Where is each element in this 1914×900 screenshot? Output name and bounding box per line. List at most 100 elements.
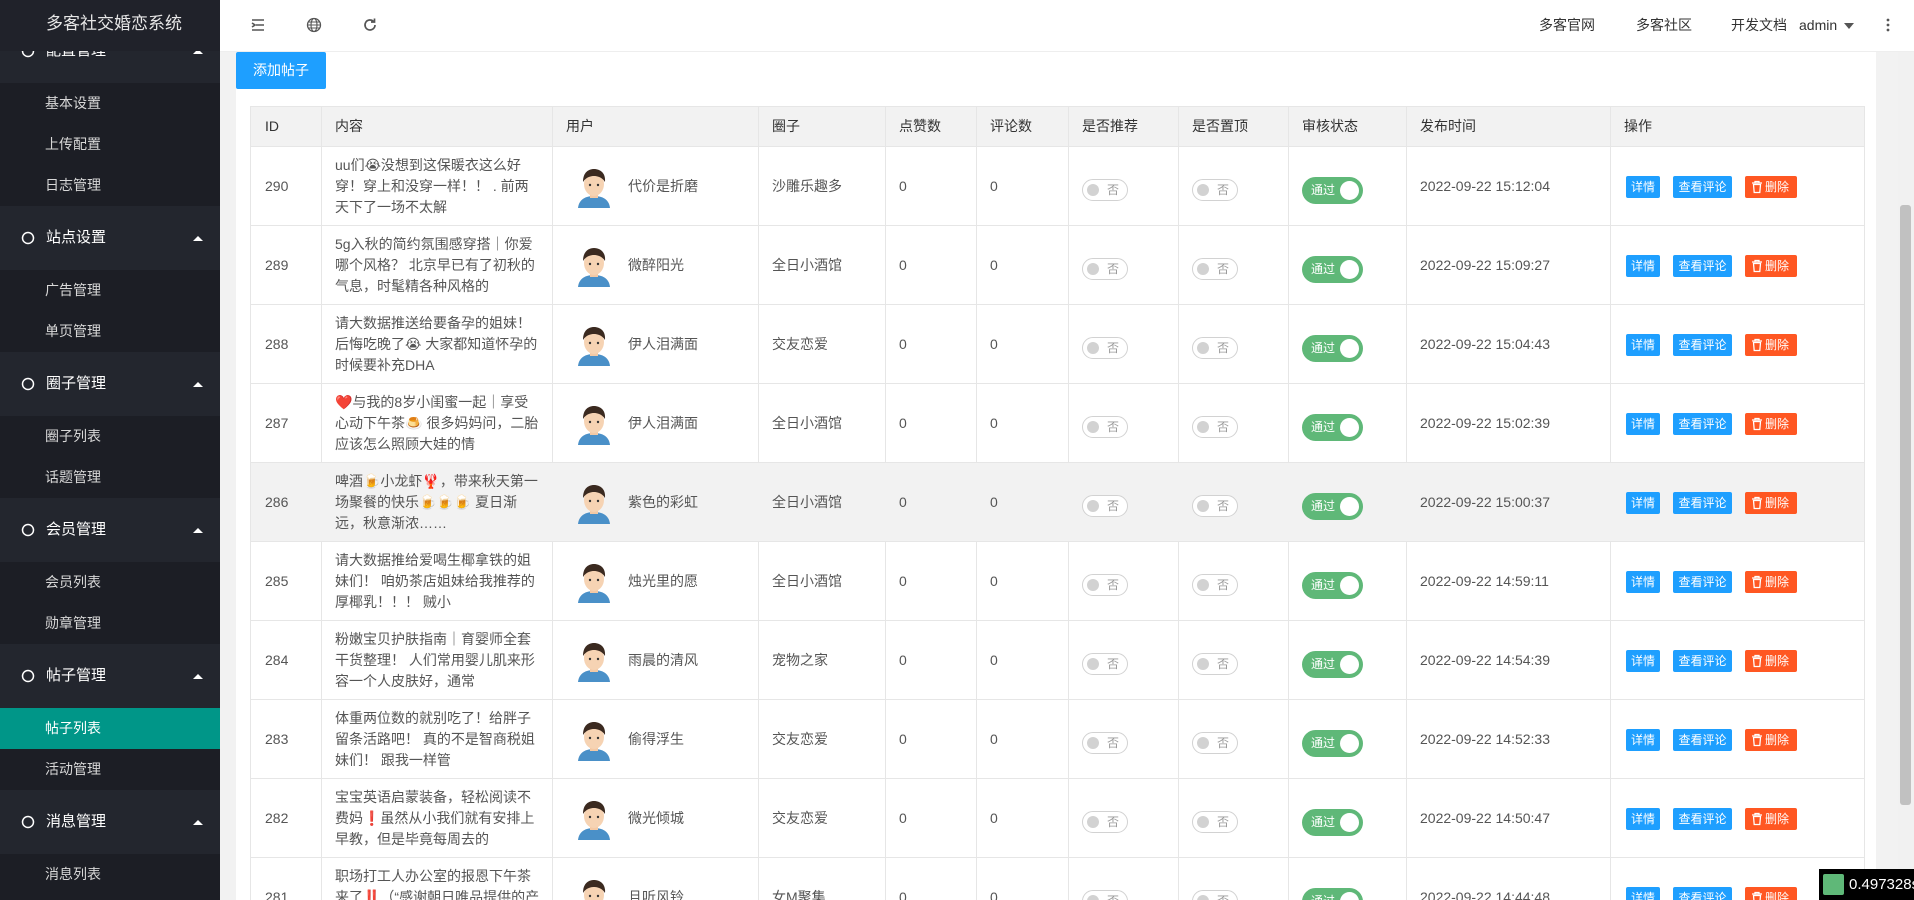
- recommend-switch[interactable]: 否: [1082, 652, 1128, 675]
- pin-switch[interactable]: 否: [1192, 573, 1238, 596]
- action-button[interactable]: 详情: [1626, 254, 1660, 277]
- top-link[interactable]: 开发文档: [1731, 17, 1787, 33]
- action-button[interactable]: 删除: [1745, 649, 1797, 672]
- status-switch[interactable]: 通过: [1302, 492, 1363, 520]
- pin-switch[interactable]: 否: [1192, 494, 1238, 517]
- action-button[interactable]: 查看评论: [1673, 254, 1732, 277]
- menu-item[interactable]: 日志管理: [45, 177, 101, 193]
- action-button[interactable]: 查看评论: [1673, 412, 1732, 435]
- action-button[interactable]: 详情: [1626, 570, 1660, 593]
- recommend-switch[interactable]: 否: [1082, 731, 1128, 754]
- status-switch[interactable]: 通过: [1302, 808, 1363, 836]
- refresh-icon[interactable]: [362, 17, 378, 33]
- top-link[interactable]: 多客社区: [1636, 17, 1692, 33]
- menu-item[interactable]: 基本设置: [45, 95, 101, 111]
- menu-group[interactable]: 会员管理: [0, 498, 220, 562]
- action-button[interactable]: 删除: [1745, 333, 1797, 356]
- pin-switch[interactable]: 否: [1192, 336, 1238, 359]
- action-button[interactable]: 详情: [1626, 412, 1660, 435]
- action-button[interactable]: 删除: [1745, 570, 1797, 593]
- post-content: 5g入秋的简约氛围感穿搭｜你爱哪个风格？ 北京早已有了初秋的气息，时髦精各种风格…: [335, 236, 535, 294]
- status-switch[interactable]: 通过: [1302, 887, 1363, 900]
- action-button[interactable]: 详情: [1626, 886, 1660, 900]
- status-switch[interactable]: 通过: [1302, 650, 1363, 678]
- pin-switch[interactable]: 否: [1192, 178, 1238, 201]
- action-button[interactable]: 详情: [1626, 333, 1660, 356]
- menu-group[interactable]: 站点设置: [0, 206, 220, 270]
- menu-group[interactable]: 圈子管理: [0, 352, 220, 416]
- menu-item[interactable]: 消息列表: [45, 866, 101, 882]
- action-button[interactable]: 详情: [1626, 807, 1660, 830]
- menu-item[interactable]: 上传配置: [45, 136, 101, 152]
- menu-item[interactable]: 话题管理: [45, 469, 101, 485]
- status-switch[interactable]: 通过: [1302, 571, 1363, 599]
- action-button[interactable]: 查看评论: [1673, 175, 1732, 198]
- trash-icon: [1752, 496, 1762, 509]
- post-id: 286: [265, 494, 289, 510]
- user-name: 微光倾城: [628, 810, 684, 826]
- scrollbar-thumb[interactable]: [1900, 205, 1911, 805]
- top-user[interactable]: admin: [1799, 17, 1838, 33]
- action-button[interactable]: 删除: [1745, 728, 1797, 751]
- action-button[interactable]: 查看评论: [1673, 728, 1732, 751]
- status-switch[interactable]: 通过: [1302, 176, 1363, 204]
- recommend-switch[interactable]: 否: [1082, 573, 1128, 596]
- publish-time: 2022-09-22 15:09:27: [1420, 257, 1550, 273]
- action-button[interactable]: 删除: [1745, 491, 1797, 514]
- menu-toggle-icon[interactable]: [250, 17, 266, 33]
- action-button[interactable]: 查看评论: [1673, 570, 1732, 593]
- menu-item[interactable]: 圈子列表: [45, 428, 101, 444]
- status-switch[interactable]: 通过: [1302, 255, 1363, 283]
- pin-switch[interactable]: 否: [1192, 257, 1238, 280]
- comment-count: 0: [990, 178, 998, 194]
- recommend-switch[interactable]: 否: [1082, 336, 1128, 359]
- action-button[interactable]: 删除: [1745, 412, 1797, 435]
- pin-switch[interactable]: 否: [1192, 415, 1238, 438]
- menu-group[interactable]: 帖子管理: [0, 644, 220, 708]
- action-button[interactable]: 查看评论: [1673, 649, 1732, 672]
- menu-item[interactable]: 帖子列表: [0, 708, 220, 749]
- circle-name: 交友恋爱: [772, 731, 828, 747]
- menu-item[interactable]: 活动管理: [45, 761, 101, 777]
- action-button[interactable]: 删除: [1745, 886, 1797, 900]
- menu-item[interactable]: 会员列表: [45, 574, 101, 590]
- recommend-switch[interactable]: 否: [1082, 889, 1128, 900]
- action-label: 查看评论: [1678, 653, 1727, 668]
- menu-item[interactable]: 单页管理: [45, 323, 101, 339]
- action-button[interactable]: 查看评论: [1673, 807, 1732, 830]
- menu-item[interactable]: 广告管理: [45, 282, 101, 298]
- publish-time: 2022-09-22 15:00:37: [1420, 494, 1550, 510]
- action-button[interactable]: 详情: [1626, 728, 1660, 751]
- switch-label: 否: [1217, 656, 1230, 671]
- pin-switch[interactable]: 否: [1192, 889, 1238, 900]
- status-switch[interactable]: 通过: [1302, 334, 1363, 362]
- action-button[interactable]: 详情: [1626, 491, 1660, 514]
- action-button[interactable]: 查看评论: [1673, 491, 1732, 514]
- recommend-switch[interactable]: 否: [1082, 810, 1128, 833]
- action-button[interactable]: 详情: [1626, 649, 1660, 672]
- action-button[interactable]: 删除: [1745, 807, 1797, 830]
- pin-switch[interactable]: 否: [1192, 652, 1238, 675]
- top-link[interactable]: 多客官网: [1539, 17, 1595, 33]
- pin-switch[interactable]: 否: [1192, 810, 1238, 833]
- recommend-switch[interactable]: 否: [1082, 257, 1128, 280]
- action-button[interactable]: 删除: [1745, 175, 1797, 198]
- globe-icon[interactable]: [306, 17, 322, 33]
- action-button[interactable]: 查看评论: [1673, 886, 1732, 900]
- user-name: 且听风铃: [628, 889, 684, 900]
- pin-switch[interactable]: 否: [1192, 731, 1238, 754]
- status-switch[interactable]: 通过: [1302, 729, 1363, 757]
- action-button[interactable]: 删除: [1745, 254, 1797, 277]
- action-button[interactable]: 详情: [1626, 175, 1660, 198]
- recommend-switch[interactable]: 否: [1082, 494, 1128, 517]
- action-button[interactable]: 查看评论: [1673, 333, 1732, 356]
- switch-knob: [1340, 654, 1359, 674]
- action-label: 查看评论: [1678, 337, 1727, 352]
- recommend-switch[interactable]: 否: [1082, 178, 1128, 201]
- comment-count: 0: [990, 415, 998, 431]
- recommend-switch[interactable]: 否: [1082, 415, 1128, 438]
- menu-item[interactable]: 勋章管理: [45, 615, 101, 631]
- status-switch[interactable]: 通过: [1302, 413, 1363, 441]
- menu-group[interactable]: 消息管理: [0, 790, 220, 854]
- add-post-button[interactable]: 添加帖子: [236, 52, 326, 89]
